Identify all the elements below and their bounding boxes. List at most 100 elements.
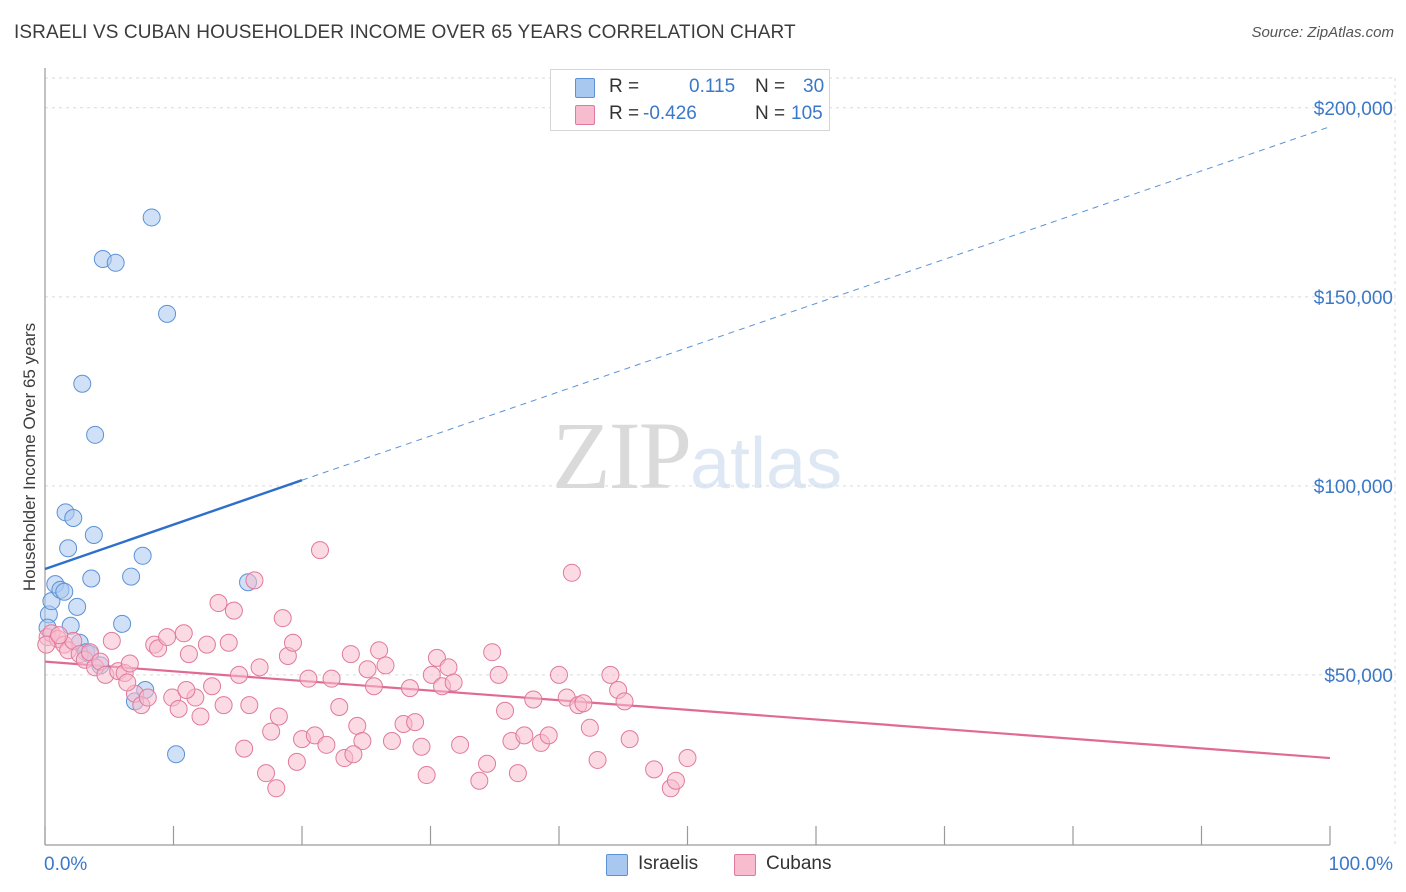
cubans-point	[580, 718, 599, 737]
cubans-point	[317, 735, 336, 754]
cubans-point	[240, 696, 259, 715]
cubans-point	[588, 750, 607, 769]
cubans-point	[310, 541, 329, 560]
cubans-point	[245, 571, 264, 590]
cubans-point	[508, 764, 527, 783]
x-tick-label-end: 100.0%	[1329, 854, 1394, 875]
cubans-point	[645, 760, 664, 779]
y-tick-label: $100,000	[1314, 477, 1393, 498]
cubans-point	[224, 601, 243, 620]
cubans-point	[138, 688, 157, 707]
cubans-trend-line	[44, 660, 1331, 760]
cubans-point	[177, 681, 196, 699]
israelis-point	[59, 539, 78, 558]
israelis-trend-extension	[301, 126, 1331, 481]
series-legend: Israelis Cubans	[0, 850, 1406, 878]
cubans-point	[666, 771, 685, 790]
grid-lines	[45, 77, 1396, 845]
y-tick-label: $200,000	[1314, 99, 1393, 120]
israelis-point	[86, 425, 105, 444]
cubans-point	[348, 716, 367, 735]
watermark: ZIPatlas	[552, 400, 842, 511]
cubans-point	[344, 745, 363, 764]
cubans-swatch	[734, 854, 756, 876]
cubans-point	[539, 726, 558, 745]
cubans-point	[120, 654, 139, 673]
cubans-point	[158, 628, 177, 647]
cubans-point	[574, 694, 593, 713]
cubans-point	[235, 739, 254, 758]
cubans-point	[174, 624, 193, 643]
axis-labels: $50,000 $100,000 $150,000 $200,000 0.0% 100.0…	[20, 99, 1393, 875]
cubans-point	[382, 732, 401, 751]
cubans-point	[364, 677, 383, 696]
israelis-swatch	[606, 854, 628, 876]
axes	[44, 68, 1331, 846]
correlation-legend: R = 0.115 N = 30 R = -0.426 N = 105	[550, 69, 830, 131]
israelis-point	[133, 546, 152, 565]
cubans-point	[267, 779, 286, 798]
n-label: N =	[755, 103, 786, 124]
y-tick-label: $50,000	[1324, 666, 1393, 687]
cubans-point	[444, 673, 463, 692]
cubans-point	[191, 707, 210, 726]
legend-label: Cubans	[766, 853, 832, 874]
cubans-point	[209, 594, 228, 613]
y-tick-label: $150,000	[1314, 288, 1393, 309]
cubans-point	[203, 677, 222, 696]
israelis-point	[122, 567, 141, 586]
chart-source: Source: ZipAtlas.com	[1251, 24, 1394, 41]
israelis-point	[106, 253, 125, 272]
israelis-point	[113, 614, 132, 633]
y-axis-title: Householder Income Over 65 years	[20, 323, 39, 591]
cubans-point	[451, 735, 470, 754]
cubans-point	[284, 633, 303, 652]
cubans-point	[353, 732, 372, 751]
cubans-point	[376, 656, 395, 675]
israelis-point	[55, 582, 74, 601]
israelis-point	[68, 597, 87, 616]
watermark-atlas: atlas	[690, 424, 843, 504]
cubans-point	[615, 692, 634, 711]
cubans-point	[262, 722, 281, 741]
cubans-point	[37, 635, 56, 654]
r-label: R =	[609, 103, 640, 124]
israelis-point	[73, 374, 92, 393]
cubans-point	[179, 645, 198, 664]
cubans-point	[550, 665, 568, 684]
cubans-point	[257, 764, 276, 783]
cubans-swatch	[575, 105, 595, 125]
cubans-point	[496, 701, 515, 720]
cubans-point	[287, 752, 306, 771]
cubans-point	[322, 669, 341, 688]
cubans-point	[422, 665, 441, 684]
cubans-point	[562, 563, 581, 582]
cubans-point	[169, 699, 188, 718]
cubans-point	[358, 660, 377, 679]
cubans-point	[250, 658, 269, 677]
cubans-point	[400, 679, 419, 698]
r-label: R =	[609, 76, 640, 97]
cubans-point	[524, 690, 543, 709]
cubans-point	[219, 633, 238, 652]
cubans-point	[620, 730, 639, 749]
cubans-point	[341, 645, 360, 664]
cubans-point	[102, 631, 121, 650]
israelis-point	[82, 569, 101, 588]
cubans-point	[370, 641, 389, 660]
trend-lines	[44, 126, 1331, 760]
cubans-point	[412, 737, 431, 756]
legend-label: Israelis	[638, 853, 699, 874]
cubans-point	[515, 726, 534, 745]
cubans-point	[214, 696, 233, 715]
cubans-point	[601, 665, 620, 684]
israelis-point	[158, 304, 177, 323]
n-label: N =	[755, 76, 786, 97]
chart-title: ISRAELI VS CUBAN HOUSEHOLDER INCOME OVER…	[14, 22, 796, 43]
cubans-point	[406, 713, 425, 732]
israelis-point	[167, 745, 186, 764]
cubans-point	[269, 707, 288, 726]
cubans-point	[230, 665, 249, 684]
n-value: 105	[791, 103, 823, 124]
